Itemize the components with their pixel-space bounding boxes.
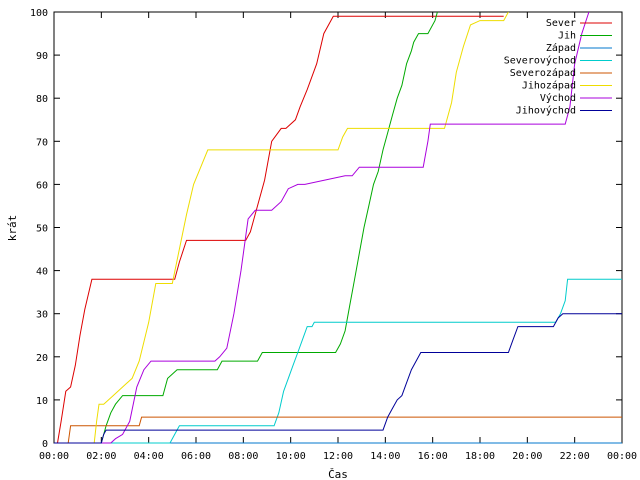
x-tick-label: 08:00 [228, 451, 258, 462]
series-line-jih [54, 11, 438, 444]
x-tick-label: 06:00 [181, 451, 211, 462]
series-line-jihovýchod [54, 313, 622, 444]
legend-label: Severozápad [510, 67, 576, 79]
y-tick-label: 60 [36, 180, 48, 191]
x-tick-label: 22:00 [560, 451, 590, 462]
legend-label: Západ [546, 42, 576, 54]
y-tick-label: 10 [36, 396, 48, 407]
series-line-jihozápad [54, 11, 509, 444]
series-line-sever [57, 15, 504, 444]
y-tick-label: 50 [36, 224, 48, 235]
x-tick-label: 18:00 [465, 451, 495, 462]
x-tick-label: 10:00 [276, 451, 306, 462]
legend-label: Sever [546, 18, 576, 29]
legend-label: Severovýchod [504, 55, 576, 67]
x-tick-label: 20:00 [512, 451, 542, 462]
y-axis-title: krát [6, 215, 19, 242]
y-tick-label: 70 [36, 137, 48, 148]
y-tick-label: 20 [36, 353, 48, 364]
y-tick-label: 100 [30, 8, 48, 19]
y-tick-label: 40 [36, 267, 48, 278]
legend-label: Jihovýchod [516, 105, 576, 117]
legend: SeverJihZápadSeverovýchodSeverozápadJiho… [504, 18, 612, 117]
x-axis-title: Čas [328, 468, 348, 480]
series-line-východ [54, 11, 590, 444]
y-tick-label: 0 [42, 439, 48, 450]
legend-label: Jihozápad [522, 80, 576, 92]
x-tick-label: 14:00 [370, 451, 400, 462]
y-tick-label: 80 [36, 94, 48, 105]
legend-label: Jih [558, 31, 576, 42]
y-tick-label: 30 [36, 310, 48, 321]
x-tick-label: 04:00 [134, 451, 164, 462]
x-tick-label: 00:00 [607, 451, 637, 462]
y-tick-label: 90 [36, 51, 48, 62]
axis-ticks: 0 10 20 30 40 50 60 70 80 90 100 00:00 02:00 04:00 06:… [30, 8, 637, 462]
x-tick-label: 12:00 [323, 451, 353, 462]
series-lines [54, 11, 622, 444]
series-line-severovýchod [54, 278, 622, 444]
x-tick-label: 00:00 [39, 451, 69, 462]
legend-label: Východ [540, 92, 576, 104]
x-tick-label: 16:00 [418, 451, 448, 462]
x-tick-label: 02:00 [86, 451, 116, 462]
